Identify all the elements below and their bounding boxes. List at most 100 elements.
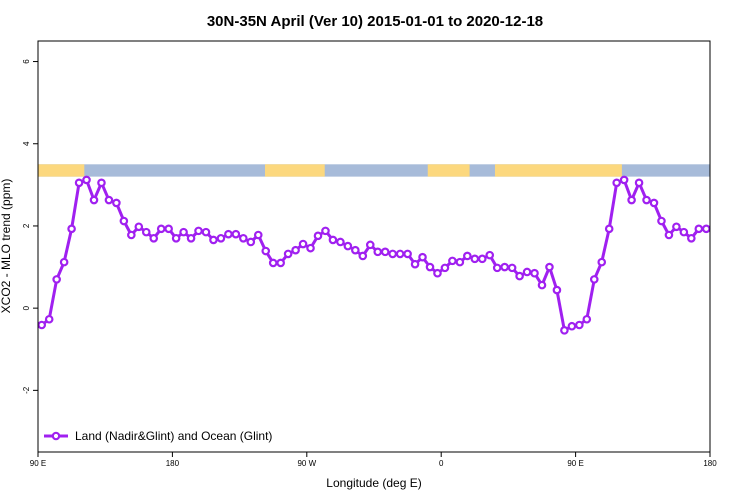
data-point (201, 227, 211, 237)
x-tick-label: 90 W (297, 459, 316, 468)
data-point (530, 268, 539, 278)
y-tick-label: 6 (22, 59, 31, 64)
data-point (448, 256, 457, 266)
x-axis-label: Longitude (deg E) (326, 476, 421, 490)
data-point (127, 230, 136, 240)
x-tick-label: 180 (166, 459, 180, 468)
data-point (657, 216, 666, 226)
data-line (40, 177, 707, 333)
data-point (112, 198, 121, 208)
data-point (194, 226, 203, 236)
data-point (156, 224, 166, 234)
data-point (253, 230, 263, 240)
data-point (298, 239, 308, 249)
data-point (224, 229, 233, 239)
data-point (119, 216, 129, 226)
data-point (642, 195, 651, 205)
data-point (104, 195, 114, 205)
data-point (589, 275, 599, 284)
data-point (186, 233, 196, 243)
data-point (455, 257, 465, 267)
data-point (560, 326, 569, 335)
data-point (425, 262, 435, 272)
data-point (216, 233, 226, 243)
data-point (239, 233, 248, 243)
data-point (380, 247, 390, 257)
data-point (575, 320, 584, 330)
data-point (418, 252, 427, 262)
data-point (582, 314, 592, 324)
data-point (537, 280, 547, 290)
chart-title: 30N-35N April (Ver 10) 2015-01-01 to 202… (207, 13, 543, 30)
y-tick-label: 2 (22, 223, 31, 228)
data-point (164, 224, 173, 234)
data-point (313, 231, 323, 241)
data-point (470, 254, 480, 264)
data-point (59, 257, 69, 267)
data-point (492, 263, 502, 273)
data-point (701, 224, 711, 234)
data-point (52, 275, 61, 284)
data-point (149, 233, 159, 243)
x-tick-label: 0 (439, 459, 444, 468)
data-point (507, 263, 517, 273)
legend-marker (51, 431, 61, 441)
x-tick-label: 90 E (30, 459, 46, 468)
data-point (619, 175, 629, 185)
x-tick-label: 90 E (567, 459, 583, 468)
data-point (477, 254, 487, 264)
data-point (373, 247, 383, 257)
y-axis-label: XCO2 - MLO trend (ppm) (0, 179, 13, 314)
y-tick-label: 0 (22, 305, 31, 310)
data-point (388, 249, 397, 259)
data-point (351, 245, 360, 255)
plot-frame (37, 40, 711, 453)
data-point (283, 249, 293, 259)
data-point (545, 262, 554, 272)
data-point (134, 222, 144, 232)
data-point (597, 257, 607, 267)
data-point (694, 224, 704, 234)
data-point (365, 240, 375, 250)
data-point (261, 246, 271, 256)
data-point (179, 227, 188, 237)
data-point (627, 195, 636, 205)
data-point (410, 259, 420, 269)
data-point (291, 245, 300, 255)
data-point (612, 178, 621, 188)
data-point (231, 229, 241, 239)
x-tick-label: 180 (703, 459, 717, 468)
data-point (403, 249, 412, 259)
data-point (522, 267, 532, 277)
data-point (664, 230, 674, 240)
data-point (74, 178, 84, 188)
data-point (171, 233, 181, 243)
land-strip (427, 164, 470, 177)
data-point (679, 227, 689, 237)
data-point (649, 198, 659, 208)
data-point (552, 285, 562, 295)
land-strip (494, 164, 622, 177)
data-point (268, 258, 278, 268)
y-tick-label: 4 (22, 141, 31, 146)
data-point (604, 224, 614, 234)
data-point (672, 222, 681, 232)
y-tick-label: -2 (22, 386, 31, 394)
land-strip (38, 164, 85, 177)
land-strip (264, 164, 325, 177)
data-point (89, 195, 99, 205)
data-point (463, 251, 472, 261)
data-point (567, 321, 577, 331)
data-point (209, 235, 218, 245)
data-point (97, 178, 106, 188)
data-point (336, 237, 345, 247)
data-point (343, 241, 353, 251)
data-point (246, 237, 256, 247)
data-point (44, 314, 54, 324)
data-point (433, 268, 442, 278)
data-point (37, 320, 47, 330)
data-point (276, 258, 285, 268)
data-point (82, 175, 91, 185)
data-point (358, 251, 368, 261)
